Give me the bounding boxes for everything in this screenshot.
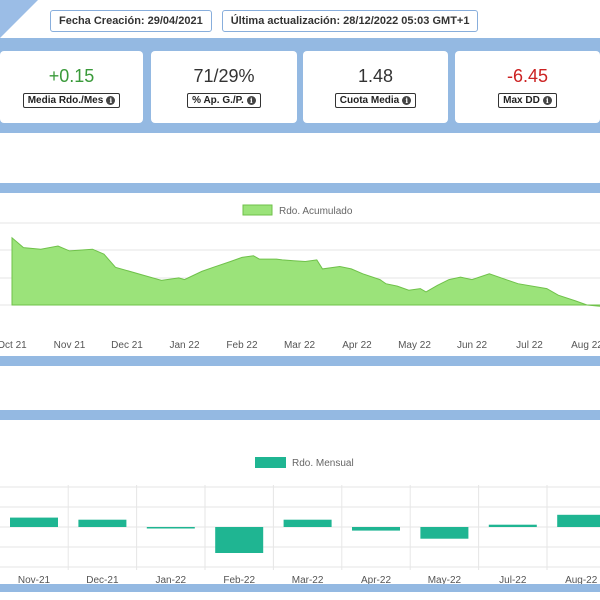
stat-value: 1.48 <box>357 66 394 86</box>
chart-legend: Rdo. Acumulado <box>242 204 353 217</box>
x-tick-label: Apr-22 <box>361 575 391 584</box>
x-tick-label: Dec-21 <box>86 575 119 584</box>
chart-legend: Rdo. Mensual <box>255 457 354 469</box>
x-tick-label: Jun 22 <box>457 340 487 351</box>
stat-label-button[interactable]: % Ap. G./P. i <box>187 93 261 108</box>
bar <box>10 517 58 527</box>
x-tick-label: May-22 <box>428 575 462 584</box>
x-tick-label: Aug-22 <box>565 575 598 584</box>
stat-label-text: % Ap. G./P. <box>192 95 244 106</box>
bar <box>557 514 600 527</box>
stat-card-avg-odds: 1.48 Cuota Media i <box>303 51 448 123</box>
bar <box>78 519 127 527</box>
x-tick-label: Oct 21 <box>0 340 27 351</box>
x-tick-label: Jul-22 <box>499 575 527 584</box>
x-tick-label: Jul 22 <box>516 340 543 351</box>
stat-label-text: Max DD <box>503 95 540 106</box>
header-info: Fecha Creación: 29/04/2021 Última actual… <box>50 10 479 32</box>
bar <box>283 519 332 527</box>
stat-label-text: Cuota Media <box>339 95 400 106</box>
bar <box>146 527 195 529</box>
info-icon: i <box>106 96 116 105</box>
stat-label-button[interactable]: Max DD i <box>498 93 557 108</box>
legend-swatch <box>242 204 273 216</box>
stat-value: +0.15 <box>48 66 95 86</box>
x-tick-label: Feb-22 <box>223 575 255 584</box>
chart-grid <box>0 485 600 570</box>
x-axis-ticks: Nov-21 Dec-21 Jan-22 Feb-22 Mar-22 Apr-22 May-… <box>18 575 598 586</box>
monthly-chart-panel: Rdo. Mensual Nov-21 Dec-21 Jan-22 Feb-22 Mar… <box>0 420 600 586</box>
stat-card-avg-monthly: +0.15 Media Rdo./Mes i <box>0 51 143 123</box>
bar <box>352 527 400 531</box>
info-icon: i <box>402 96 412 105</box>
x-tick-label: Apr 22 <box>342 340 372 351</box>
legend-swatch <box>255 457 286 468</box>
cumulative-chart-panel: Rdo. Acumulado Oct 21 Nov 21 Dec 21 Jan 22 F… <box>0 193 600 356</box>
x-tick-label: Mar-22 <box>292 575 324 584</box>
stat-label-text: Media Rdo./Mes <box>27 95 104 106</box>
x-axis-ticks: Oct 21 Nov 21 Dec 21 Jan 22 Feb 22 Mar 22 Apr … <box>0 340 600 351</box>
stat-label-button[interactable]: Cuota Media i <box>334 93 417 108</box>
bar <box>215 527 264 553</box>
stat-value: -6.45 <box>506 66 549 86</box>
cumulative-chart-band: Rdo. Acumulado Oct 21 Nov 21 Dec 21 Jan 22 F… <box>0 183 600 366</box>
bar-series <box>10 514 600 553</box>
stat-label-button[interactable]: Media Rdo./Mes i <box>22 93 121 108</box>
last-update: Última actualización: 28/12/2022 05:03 G… <box>221 10 479 32</box>
x-tick-label: Nov 21 <box>54 340 86 351</box>
x-tick-label: Mar 22 <box>284 340 316 351</box>
corner-decoration <box>0 0 38 38</box>
stat-card-win-loss: 71/29% % Ap. G./P. i <box>151 51 297 123</box>
stat-value: 71/29% <box>193 66 255 86</box>
legend-label: Rdo. Acumulado <box>279 206 353 217</box>
info-icon: i <box>246 96 256 105</box>
x-tick-label: May 22 <box>398 340 431 351</box>
x-tick-label: Aug 22 <box>571 340 600 351</box>
cumulative-area <box>11 236 600 307</box>
bar <box>488 524 537 527</box>
legend-label: Rdo. Mensual <box>292 458 354 469</box>
stats-band: +0.15 Media Rdo./Mes i 71/29% % Ap. G./P… <box>0 38 600 133</box>
cumulative-chart: Rdo. Acumulado Oct 21 Nov 21 Dec 21 Jan 22 F… <box>0 204 600 351</box>
stat-card-max-drawdown: -6.45 Max DD i <box>455 51 600 123</box>
x-tick-label: Jan-22 <box>156 575 187 584</box>
x-tick-label: Jan 22 <box>169 340 199 351</box>
x-tick-label: Nov-21 <box>18 575 51 584</box>
x-tick-label: Dec 21 <box>111 340 143 351</box>
monthly-chart-band: Rdo. Mensual Nov-21 Dec-21 Jan-22 Feb-22 Mar… <box>0 410 600 592</box>
bar <box>420 527 469 539</box>
info-icon: i <box>542 96 552 105</box>
monthly-chart: Rdo. Mensual Nov-21 Dec-21 Jan-22 Feb-22 Mar… <box>0 457 600 586</box>
x-tick-label: Feb 22 <box>226 340 258 351</box>
creation-date: Fecha Creación: 29/04/2021 <box>50 10 212 32</box>
